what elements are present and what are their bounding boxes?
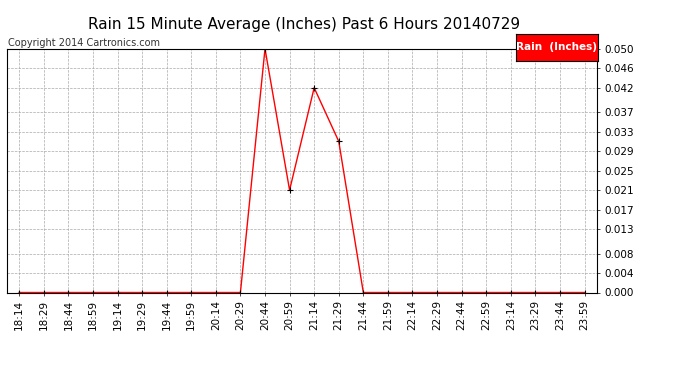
Text: Rain  (Inches): Rain (Inches) xyxy=(516,42,598,52)
Text: Copyright 2014 Cartronics.com: Copyright 2014 Cartronics.com xyxy=(8,38,160,48)
Text: Rain 15 Minute Average (Inches) Past 6 Hours 20140729: Rain 15 Minute Average (Inches) Past 6 H… xyxy=(88,17,520,32)
